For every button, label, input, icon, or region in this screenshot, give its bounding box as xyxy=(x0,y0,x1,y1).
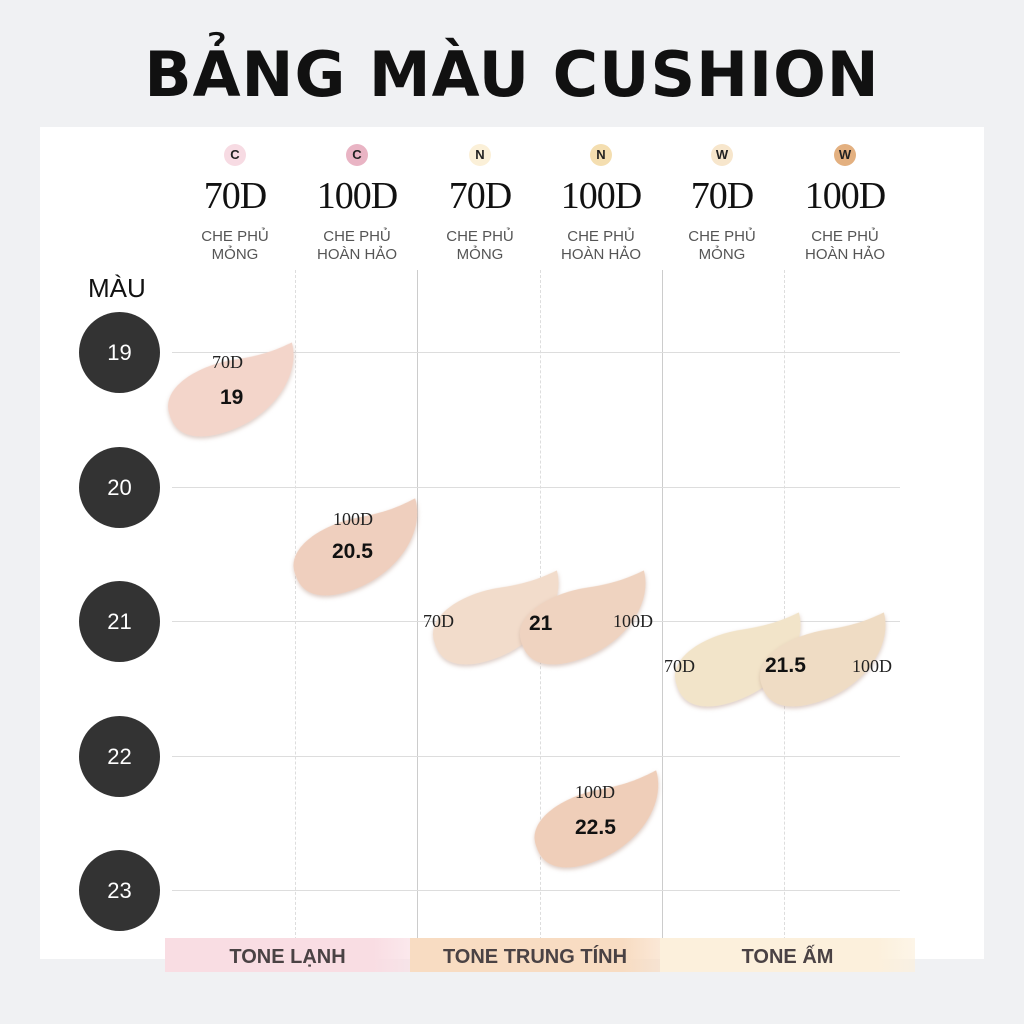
coverage-label: CHE PHỦ MỎNG xyxy=(419,228,541,264)
swatch-blob xyxy=(168,342,294,437)
swatch-shade: 22.5 xyxy=(575,816,616,839)
row-header: MÀU xyxy=(88,273,146,303)
coverage-line: MỎNG xyxy=(698,246,746,263)
swatch-shade: 19 xyxy=(220,386,244,409)
swatch-denier: 70D xyxy=(423,611,454,631)
coverage-line: CHE PHỦ xyxy=(567,228,635,245)
swatch-blob xyxy=(293,498,418,596)
tone-badge: C xyxy=(346,144,368,166)
column-header: N 100D CHE PHỦ HOÀN HẢO xyxy=(540,140,662,264)
swatch-denier: 70D xyxy=(664,656,695,676)
coverage-line: CHE PHỦ xyxy=(811,228,879,245)
swatch-denier: 100D xyxy=(333,509,373,529)
shade-circle: 21 xyxy=(79,581,160,662)
coverage-label: CHE PHỦ MỎNG xyxy=(661,228,783,264)
swatch-blob xyxy=(520,570,646,665)
row-line xyxy=(172,487,900,488)
shade-circle: 22 xyxy=(79,716,160,797)
column-header: W 100D CHE PHỦ HOÀN HẢO xyxy=(784,140,906,264)
coverage-label: CHE PHỦ HOÀN HẢO xyxy=(784,228,906,264)
tone-label: TONE ẤM xyxy=(741,946,834,968)
divider xyxy=(295,270,296,940)
tone-badge: W xyxy=(834,144,856,166)
shade-circle: 20 xyxy=(79,447,160,528)
column-header: C 100D CHE PHỦ HOÀN HẢO xyxy=(296,140,418,264)
chart-panel xyxy=(40,127,984,959)
swatch-shade: 20.5 xyxy=(332,540,373,563)
coverage-line: MỎNG xyxy=(456,246,504,263)
denier-label: 100D xyxy=(804,175,886,217)
swatch-denier: 100D xyxy=(852,656,892,676)
column-header: C 70D CHE PHỦ MỎNG xyxy=(174,140,296,264)
coverage-line: MỎNG xyxy=(211,246,259,263)
coverage-line: CHE PHỦ xyxy=(201,228,269,245)
denier-label: 100D xyxy=(560,175,642,217)
swatch-shade: 21 xyxy=(529,612,553,635)
swatch-blob xyxy=(534,770,659,868)
divider xyxy=(662,270,663,940)
coverage-line: CHE PHỦ xyxy=(446,228,514,245)
tone-warm: TONE ẤM xyxy=(660,938,915,972)
coverage-line: HOÀN HẢO xyxy=(560,246,641,263)
coverage-label: CHE PHỦ MỎNG xyxy=(174,228,296,264)
coverage-line: HOÀN HẢO xyxy=(804,246,885,263)
tone-badge: N xyxy=(469,144,491,166)
swatch-denier: 100D xyxy=(613,611,653,631)
tone-cool: TONE LẠNH xyxy=(165,938,410,972)
coverage-line: CHE PHỦ xyxy=(323,228,391,245)
tone-badge: W xyxy=(711,144,733,166)
tone-neutral: TONE TRUNG TÍNH xyxy=(410,938,660,972)
denier-label: 70D xyxy=(203,175,267,217)
column-header: N 70D CHE PHỦ MỎNG xyxy=(419,140,541,264)
tone-label: TONE LẠNH xyxy=(229,946,346,968)
row-line xyxy=(172,890,900,891)
denier-label: 100D xyxy=(316,175,398,217)
tone-label: TONE TRUNG TÍNH xyxy=(442,946,628,968)
coverage-label: CHE PHỦ HOÀN HẢO xyxy=(296,228,418,264)
denier-label: 70D xyxy=(448,175,512,217)
swatch-blob xyxy=(675,612,801,707)
tone-badge: C xyxy=(224,144,246,166)
swatch-blob xyxy=(433,570,559,665)
page-title: BẢNG MÀU CUSHION xyxy=(144,38,880,111)
shade-circle: 19 xyxy=(79,312,160,393)
row-line xyxy=(172,756,900,757)
shade-circle: 23 xyxy=(79,850,160,931)
coverage-line: HOÀN HẢO xyxy=(316,246,397,263)
coverage-line: CHE PHỦ xyxy=(688,228,756,245)
swatch-denier: 70D xyxy=(212,352,243,372)
tone-badge: N xyxy=(590,144,612,166)
divider xyxy=(417,270,418,940)
column-header: W 70D CHE PHỦ MỎNG xyxy=(661,140,783,264)
swatch-denier: 100D xyxy=(575,782,615,802)
swatch-blob xyxy=(760,612,886,707)
swatch-shade: 21.5 xyxy=(765,654,806,677)
denier-label: 70D xyxy=(690,175,754,217)
coverage-label: CHE PHỦ HOÀN HẢO xyxy=(540,228,662,264)
divider xyxy=(784,270,785,940)
row-line xyxy=(172,352,900,353)
